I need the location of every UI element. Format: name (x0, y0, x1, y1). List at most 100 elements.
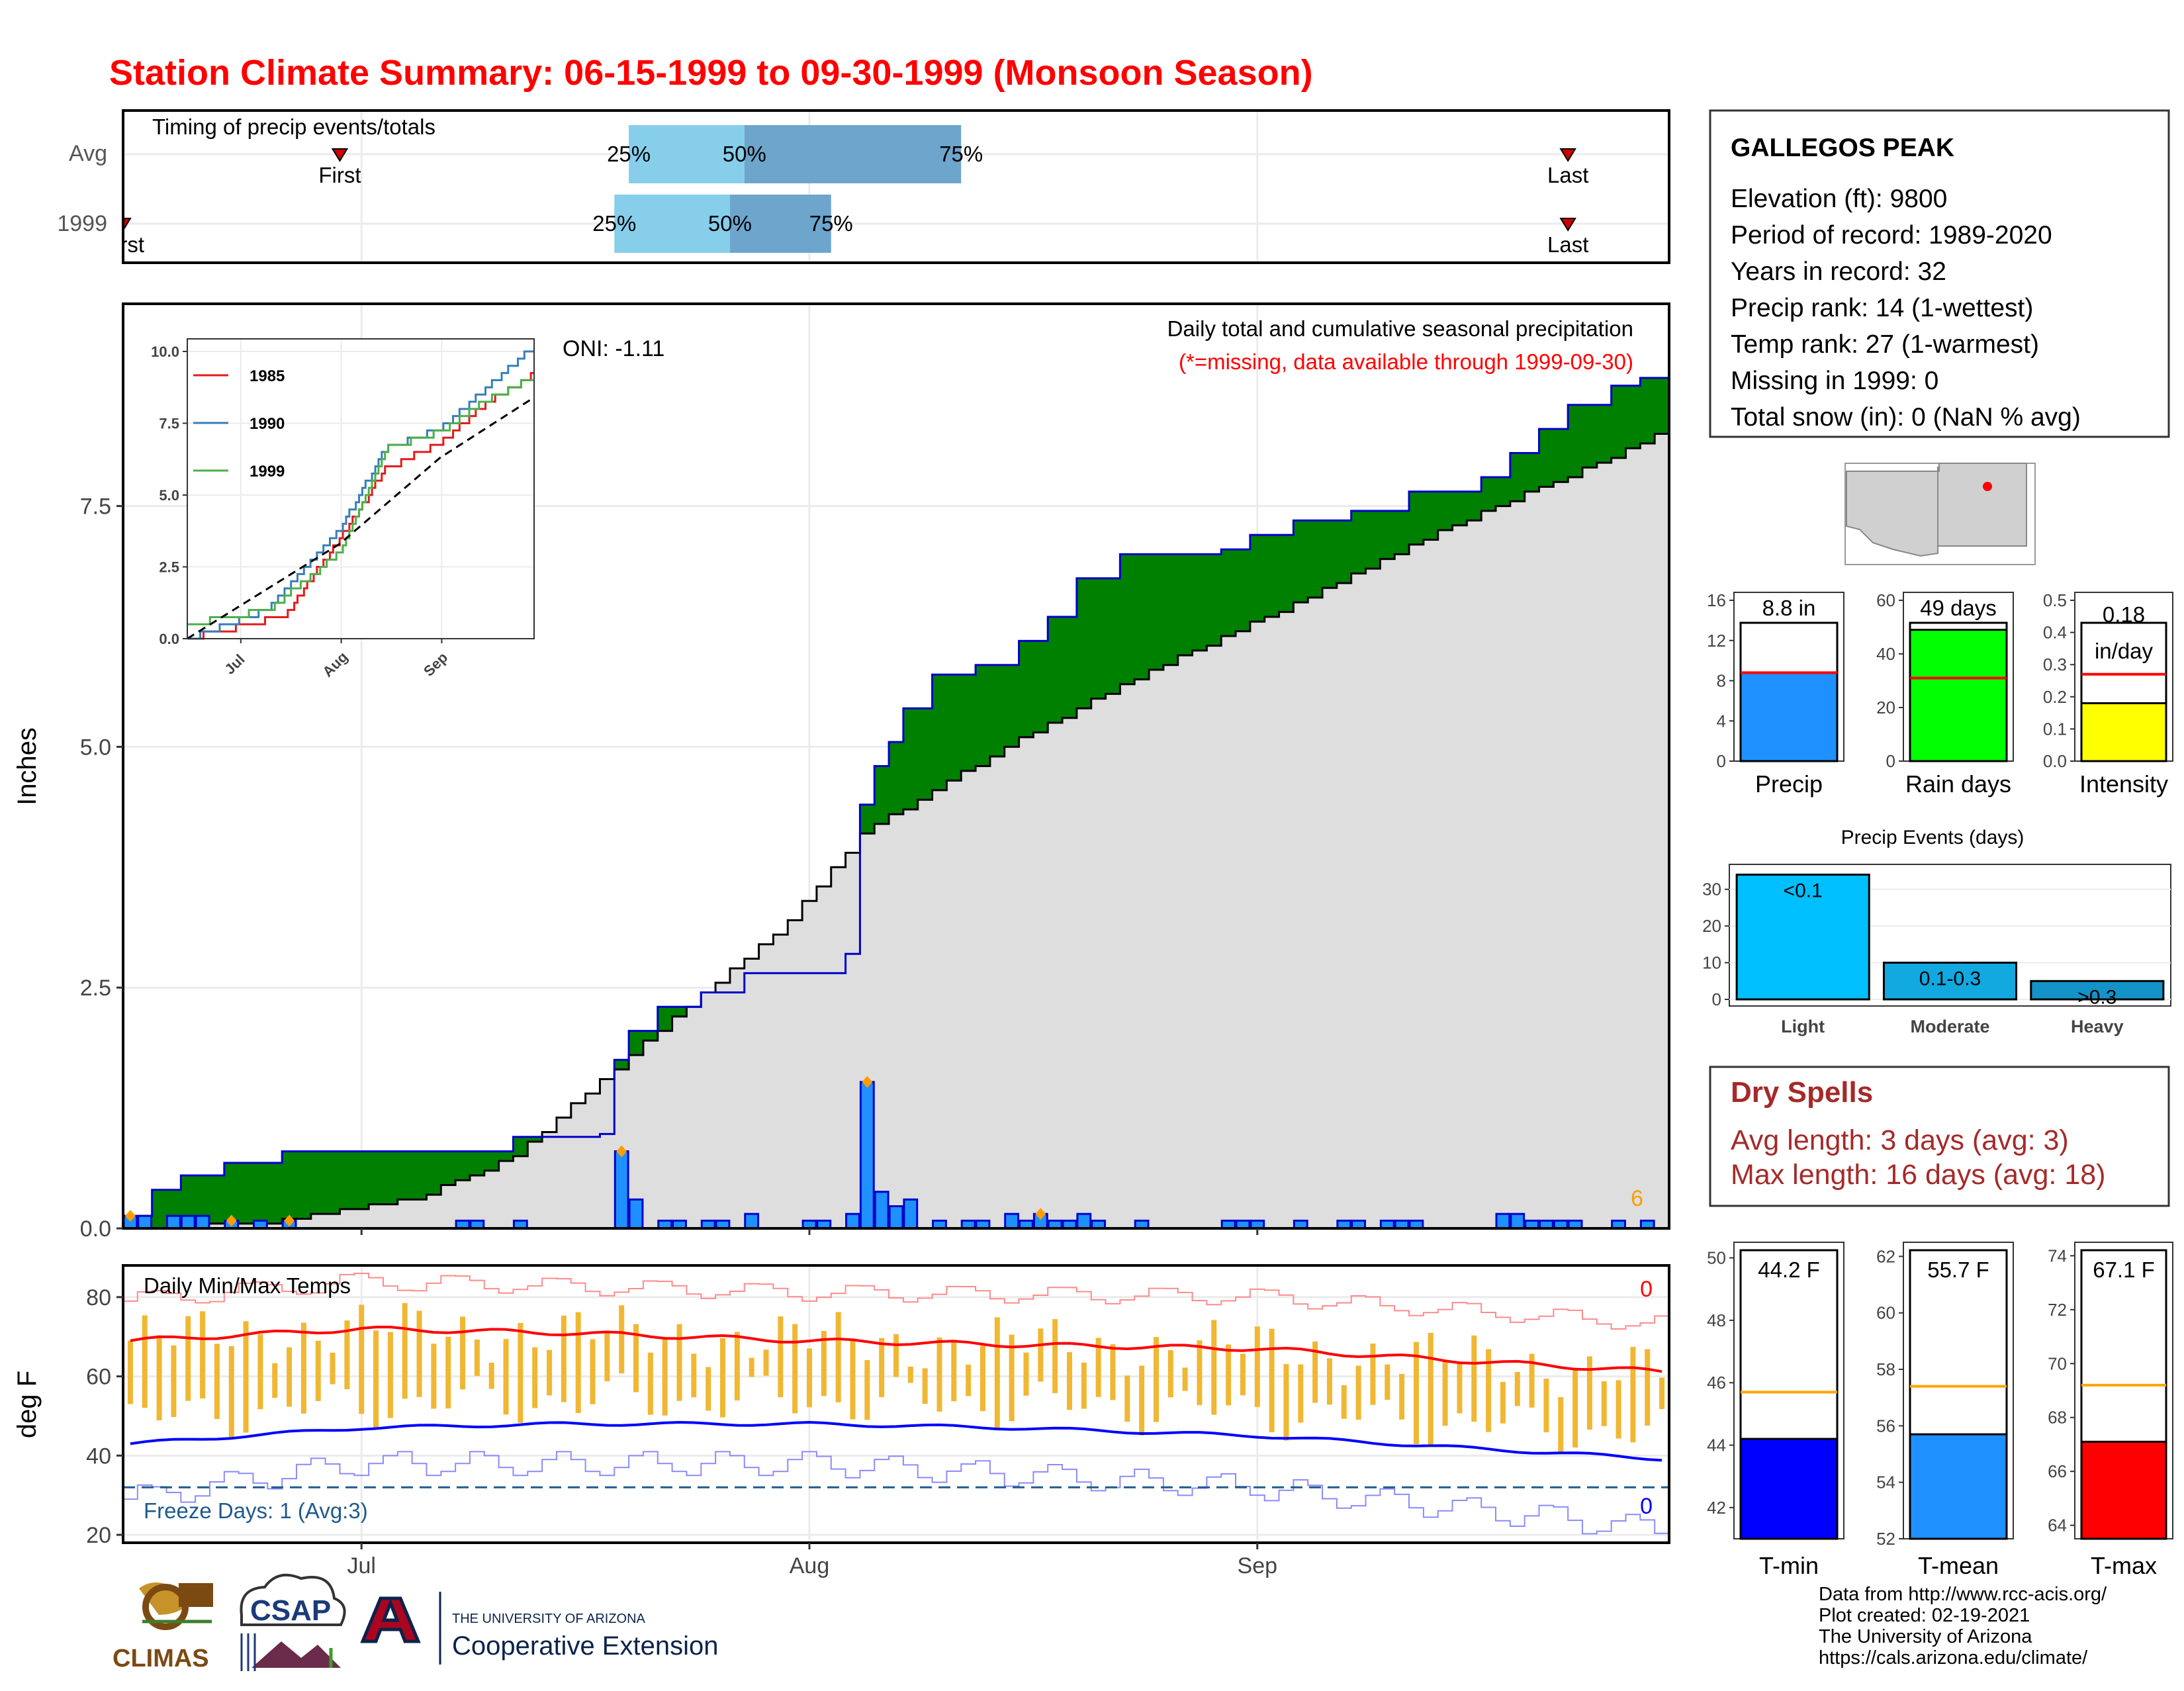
main-precip-panel: 0.0 2.5 5.0 7.5 Inches ONI: -1.11 Daily tot… (13, 302, 1670, 1242)
location-map (1844, 463, 2036, 565)
daily-temp-range-bar (272, 1363, 278, 1398)
daily-temp-range-bar (720, 1338, 726, 1418)
daily-temp-range-bar (402, 1303, 408, 1399)
daily-precip-bar (614, 1150, 629, 1230)
timing-q50-label: 50% (723, 142, 766, 166)
inset-frame (187, 338, 535, 639)
timing-q50-q75-bar (729, 195, 831, 253)
daily-temp-range-bar (1081, 1362, 1087, 1409)
temp-summary-y-tick-label: 74 (2048, 1246, 2067, 1265)
event-marker (124, 1210, 136, 1222)
temp-summary-value-label: 55.7 F (1927, 1257, 1989, 1282)
daily-temp-range-bar (503, 1339, 509, 1415)
daily-temp-range-bar (850, 1339, 856, 1420)
temp-summary-y-tick-label: 68 (2048, 1408, 2067, 1428)
above-average-band (1221, 549, 1236, 637)
daily-temp-range-bar (676, 1324, 682, 1401)
daily-temp-range-bar (1052, 1319, 1058, 1393)
event-marker (862, 1075, 873, 1088)
above-average-band (238, 1163, 254, 1224)
climas-logo-block-icon (179, 1583, 213, 1607)
station-name: GALLEGOS PEAK (1731, 134, 1954, 162)
temp-summary-bar-t-max (2080, 1440, 2167, 1540)
above-average-band (469, 1151, 485, 1175)
season-y-tick-label: 0.1 (2043, 719, 2067, 739)
daily-temp-range-bar (1038, 1328, 1044, 1382)
daily-temp-range-bar (127, 1340, 133, 1404)
daily-temp-range-bar (1066, 1351, 1072, 1410)
daily-temp-range-bar (633, 1324, 639, 1393)
daily-temp-range-bar (893, 1334, 899, 1377)
temp-summary-y-tick-label: 52 (1876, 1529, 1895, 1549)
heavy-event-markers (124, 1075, 1046, 1227)
above-average-band (1293, 520, 1308, 603)
season-y-tick-label: 60 (1876, 590, 1895, 610)
events-y-tick-label: 20 (1702, 916, 1721, 936)
daily-temp-range-bar (1226, 1344, 1232, 1406)
daily-temp-range-bar (936, 1337, 942, 1412)
above-average-band (1510, 453, 1525, 502)
above-average-band (1452, 491, 1467, 526)
daily-temp-range-bar (575, 1312, 581, 1413)
event-category-label: Light (1781, 1017, 1825, 1036)
daily-temp-range-bar (185, 1316, 191, 1401)
daily-temp-range-bar (1630, 1347, 1636, 1443)
avg-tmin-line (130, 1421, 1662, 1462)
daily-temp-range-bar (547, 1349, 553, 1396)
season-bar-label: Intensity (2079, 770, 2168, 798)
above-average-band (282, 1151, 297, 1219)
daily-precip-bar (1510, 1212, 1525, 1230)
ua-line1: THE UNIVERSITY OF ARIZONA (452, 1612, 646, 1626)
daily-temp-range-bar (1457, 1361, 1463, 1414)
season-value-label: 49 days (1920, 596, 1997, 620)
above-average-band (1250, 535, 1265, 622)
temp-summary-y-tick-label: 48 (1707, 1310, 1726, 1330)
daily-temp-range-bar (1486, 1349, 1492, 1432)
temp-summary-label: T-mean (1918, 1552, 1999, 1579)
daily-precip-bar (903, 1198, 919, 1230)
missing-note: (*=missing, data available through 1999-… (1179, 349, 1633, 374)
timing-panel: 25% 50% 75% First Last 25% 50% 75% First Last Tim… (57, 109, 1670, 264)
timing-row-avg-label: Avg (69, 141, 107, 166)
above-average-band (1596, 404, 1612, 463)
above-average-band (1336, 520, 1352, 584)
above-average-band (1640, 378, 1655, 444)
temp-summary-value-label: 67.1 F (2093, 1257, 2155, 1282)
csap-cloud-icon (240, 1573, 346, 1626)
daily-temp-range-bar (431, 1344, 437, 1409)
inset-legend: 1985 1990 1999 (193, 367, 285, 480)
timing-q25-label: 25% (592, 211, 636, 236)
inset-y-tick-label: 0.0 (159, 631, 179, 647)
station-line-missing: Missing in 1999: 0 (1731, 367, 1938, 395)
season-bar-rain-days (1909, 629, 2008, 762)
above-average-band (643, 1030, 659, 1041)
above-average-band (383, 1151, 398, 1205)
temp-y-tick-label: 20 (86, 1523, 111, 1548)
above-average-band (253, 1163, 268, 1224)
daily-temp-range-bar (445, 1336, 451, 1409)
above-average-band (224, 1163, 240, 1224)
daily-precip-bar (874, 1191, 889, 1230)
daily-temp-range-bar (1211, 1320, 1217, 1415)
above-average-band (1192, 554, 1207, 651)
daily-temp-range-bar (1167, 1349, 1173, 1398)
season-y-tick-label: 0.0 (2043, 751, 2067, 771)
inset-line-1990 (187, 350, 534, 640)
daily-temp-range-bar (1500, 1382, 1506, 1424)
event-bar-light (1735, 874, 1870, 1001)
station-line-precip-rank: Precip rank: 14 (1-wettest) (1731, 294, 2033, 322)
above-average-band (1351, 510, 1367, 574)
tmin-exceed-count: 0 (1640, 1494, 1653, 1519)
daily-temp-range-bar (488, 1362, 494, 1389)
above-average-band (325, 1151, 341, 1214)
daily-temp-range-bar (1586, 1356, 1592, 1430)
inset-line-avg (187, 398, 531, 640)
above-average-band (1380, 510, 1395, 559)
inset-legend-label: 1990 (250, 415, 285, 433)
daily-temp-range-bar (243, 1321, 249, 1433)
timing-first-label: First (318, 163, 361, 187)
above-average-band (1149, 554, 1164, 670)
daily-temp-range-bar (1442, 1361, 1448, 1426)
footer-line-org: The University of Arizona (1819, 1626, 2032, 1647)
